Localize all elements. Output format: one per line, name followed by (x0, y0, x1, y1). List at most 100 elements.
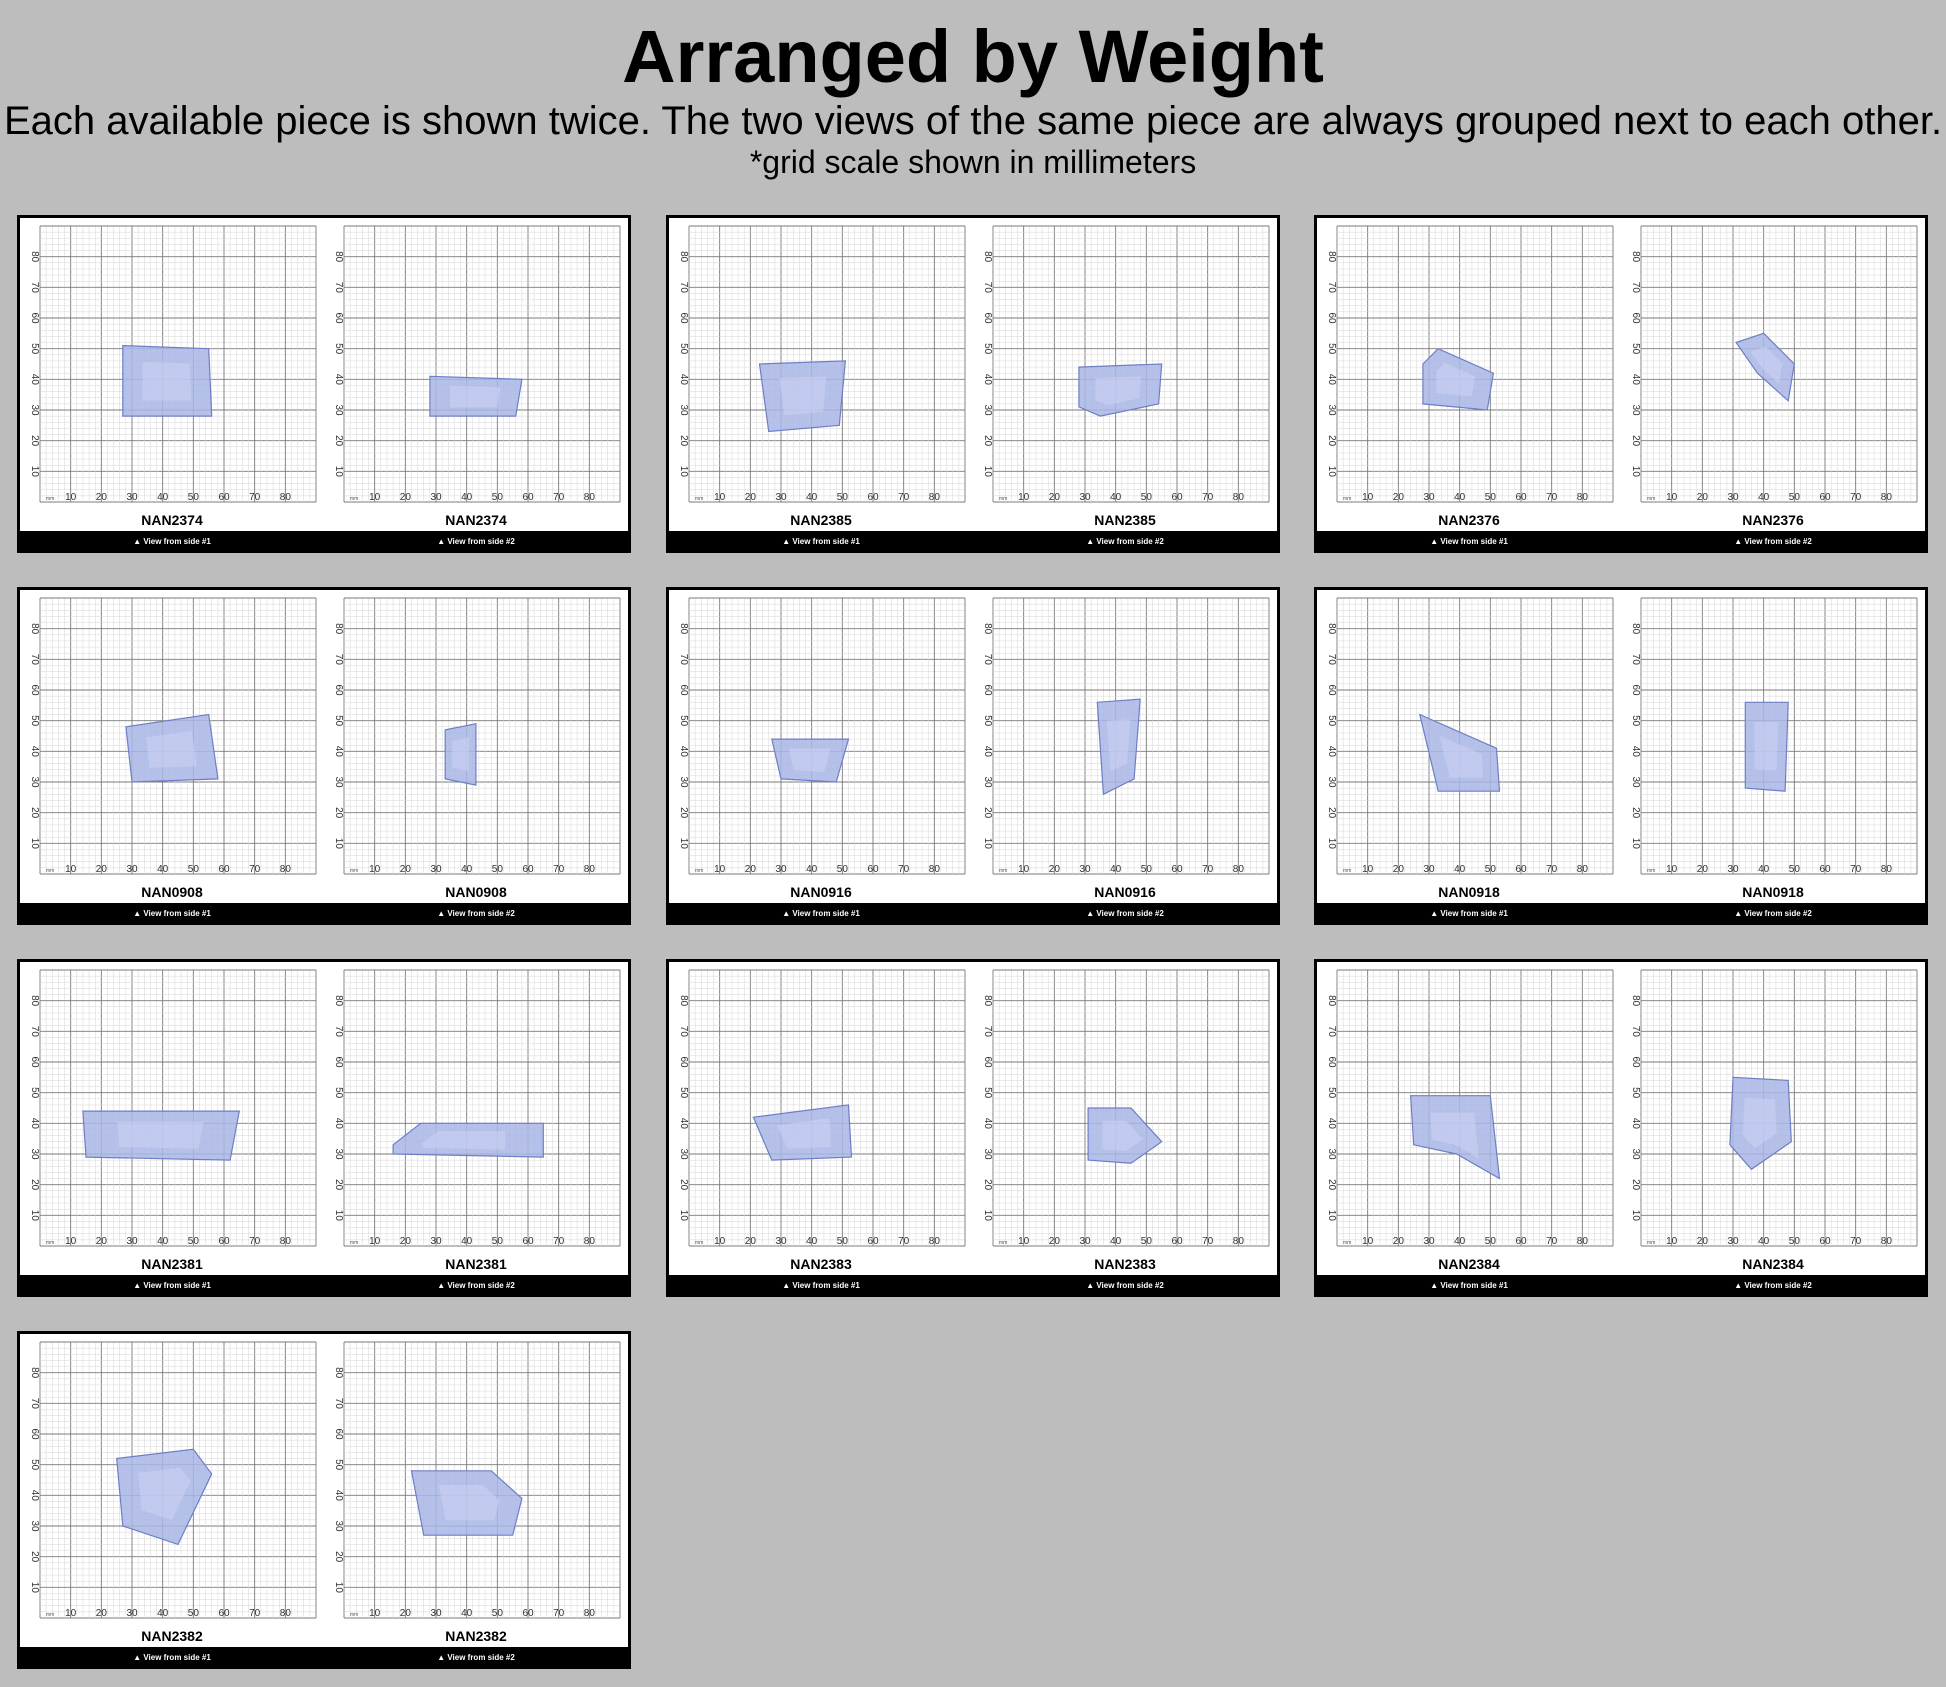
x-tick-label: 50 (1789, 1236, 1801, 1247)
y-tick-label: 60 (1326, 312, 1337, 324)
x-tick-label: 50 (492, 864, 504, 875)
x-tick-label: 30 (430, 1236, 442, 1247)
piece-code: NAN2382 (445, 1628, 507, 1644)
view-side-1-card[interactable]: 10 20 30 40 50 60 70 80 mm 80 70 60 50 40 30 20 10 NAN090… (20, 590, 324, 903)
y-tick-label: 80 (1326, 623, 1337, 635)
unit-label: mm (46, 1612, 54, 1618)
view-side-2-card[interactable]: 10 20 30 40 50 60 70 80 mm 80 70 60 50 40 30 20 10 NAN238… (324, 1334, 628, 1647)
y-tick-label: 30 (982, 776, 993, 788)
y-tick-label: 20 (1630, 435, 1641, 447)
view-side-2-card[interactable]: 10 20 30 40 50 60 70 80 mm 80 70 60 50 40 30 20 10 NAN238… (973, 962, 1277, 1275)
view-side-2-card[interactable]: 10 20 30 40 50 60 70 80 mm 80 70 60 50 40 30 20 10 NAN237… (1621, 218, 1925, 531)
view-side-1-card[interactable]: 10 20 30 40 50 60 70 80 mm 80 70 60 50 40 30 20 10 NAN237… (1317, 218, 1621, 531)
x-tick-label: 20 (1697, 1236, 1709, 1247)
x-tick-label: 50 (837, 864, 849, 875)
gemstone-facet (1439, 735, 1484, 778)
y-tick-label: 20 (1630, 807, 1641, 819)
y-tick-label: 30 (1326, 776, 1337, 788)
y-tick-label: 30 (1326, 1148, 1337, 1160)
y-tick-label: 50 (982, 715, 993, 727)
caption-side-1: ▲ View from side #1 (782, 1281, 860, 1290)
piece-code: NAN2381 (445, 1256, 507, 1272)
view-side-1-card[interactable]: 10 20 30 40 50 60 70 80 mm 80 70 60 50 40 30 20 10 NAN091… (1317, 590, 1621, 903)
gemstone-facet (138, 1467, 191, 1521)
x-tick-label: 20 (745, 492, 757, 503)
x-tick-label: 10 (714, 864, 726, 875)
x-tick-label: 50 (1141, 492, 1153, 503)
piece-code: NAN0908 (141, 884, 203, 900)
y-tick-label: 60 (678, 312, 689, 324)
y-tick-label: 10 (333, 1210, 344, 1222)
y-tick-label: 50 (678, 343, 689, 355)
x-tick-label: 30 (1079, 864, 1091, 875)
view-side-2-card[interactable]: 10 20 30 40 50 60 70 80 mm 80 70 60 50 40 30 20 10 NAN090… (324, 590, 628, 903)
y-tick-label: 10 (678, 466, 689, 478)
view-side-1-card[interactable]: 10 20 30 40 50 60 70 80 mm 80 70 60 50 40 30 20 10 NAN237… (20, 218, 324, 531)
mm-grid: 10 20 30 40 50 60 70 80 mm 80 70 60 50 40 30 20 10 (333, 597, 621, 875)
y-tick-label: 60 (29, 1056, 40, 1068)
view-side-2-card[interactable]: 10 20 30 40 50 60 70 80 mm 80 70 60 50 40 30 20 10 NAN237… (324, 218, 628, 531)
mm-grid: 10 20 30 40 50 60 70 80 mm 80 70 60 50 40 30 20 10 (29, 1341, 317, 1619)
y-tick-label: 50 (333, 1459, 344, 1471)
x-tick-label: 20 (1049, 1236, 1061, 1247)
view-side-1-card[interactable]: 10 20 30 40 50 60 70 80 mm 80 70 60 50 40 30 20 10 NAN238… (20, 1334, 324, 1647)
x-tick-label: 50 (1485, 864, 1497, 875)
x-tick-label: 80 (1577, 492, 1589, 503)
x-tick-label: 20 (400, 1236, 412, 1247)
piece-code: NAN2384 (1438, 1256, 1500, 1272)
view-side-2-card[interactable]: 10 20 30 40 50 60 70 80 mm 80 70 60 50 40 30 20 10 NAN238… (973, 218, 1277, 531)
x-tick-label: 60 (522, 1608, 534, 1619)
y-tick-label: 10 (1326, 466, 1337, 478)
y-tick-label: 50 (29, 343, 40, 355)
unit-label: mm (1343, 868, 1351, 874)
view-side-1-card[interactable]: 10 20 30 40 50 60 70 80 mm 80 70 60 50 40 30 20 10 NAN238… (669, 218, 973, 531)
view-side-2-card[interactable]: 10 20 30 40 50 60 70 80 mm 80 70 60 50 40 30 20 10 NAN238… (1621, 962, 1925, 1275)
x-tick-label: 40 (1110, 864, 1122, 875)
x-tick-label: 30 (126, 1608, 138, 1619)
x-tick-label: 40 (806, 492, 818, 503)
view-side-2-card[interactable]: 10 20 30 40 50 60 70 80 mm 80 70 60 50 40 30 20 10 NAN238… (324, 962, 628, 1275)
view-side-1-card[interactable]: 10 20 30 40 50 60 70 80 mm 80 70 60 50 40 30 20 10 NAN091… (669, 590, 973, 903)
x-tick-label: 60 (218, 1236, 230, 1247)
x-tick-label: 60 (522, 1236, 534, 1247)
x-tick-label: 80 (1881, 1236, 1893, 1247)
x-tick-label: 60 (522, 864, 534, 875)
view-side-1-card[interactable]: 10 20 30 40 50 60 70 80 mm 80 70 60 50 40 30 20 10 NAN238… (1317, 962, 1621, 1275)
gemstone-facet (777, 1118, 832, 1149)
piece-panel-pair: 10 20 30 40 50 60 70 80 mm 80 70 60 50 40 30 20 10 NAN238… (17, 959, 631, 1297)
y-tick-label: 10 (1630, 838, 1641, 850)
gemstone-facet (438, 1484, 500, 1521)
y-tick-label: 80 (29, 623, 40, 635)
x-tick-label: 70 (1546, 492, 1558, 503)
x-tick-label: 40 (1454, 492, 1466, 503)
x-tick-label: 70 (1202, 864, 1214, 875)
y-tick-label: 50 (1326, 1087, 1337, 1099)
y-tick-label: 10 (29, 1582, 40, 1594)
x-tick-label: 40 (157, 1608, 169, 1619)
scale-note: *grid scale shown in millimeters (749, 144, 1197, 180)
x-tick-label: 30 (1079, 1236, 1091, 1247)
x-tick-label: 20 (96, 1236, 108, 1247)
x-tick-label: 40 (1758, 1236, 1770, 1247)
y-tick-label: 50 (678, 715, 689, 727)
y-tick-label: 70 (1630, 282, 1641, 294)
view-side-1-card[interactable]: 10 20 30 40 50 60 70 80 mm 80 70 60 50 40 30 20 10 NAN238… (20, 962, 324, 1275)
x-tick-label: 70 (1850, 492, 1862, 503)
x-tick-label: 50 (1141, 1236, 1153, 1247)
x-tick-label: 20 (400, 1608, 412, 1619)
x-tick-label: 40 (806, 1236, 818, 1247)
y-tick-label: 30 (1630, 404, 1641, 416)
x-tick-label: 10 (1018, 864, 1030, 875)
y-tick-label: 30 (333, 1148, 344, 1160)
view-side-1-card[interactable]: 10 20 30 40 50 60 70 80 mm 80 70 60 50 40 30 20 10 NAN238… (669, 962, 973, 1275)
y-tick-label: 70 (29, 654, 40, 666)
x-tick-label: 80 (280, 1608, 292, 1619)
x-tick-label: 70 (898, 864, 910, 875)
x-tick-label: 30 (430, 492, 442, 503)
gemstone-facet (452, 737, 469, 772)
gemstone-facet (779, 376, 827, 416)
x-tick-label: 30 (430, 864, 442, 875)
y-tick-label: 60 (982, 684, 993, 696)
view-side-2-card[interactable]: 10 20 30 40 50 60 70 80 mm 80 70 60 50 40 30 20 10 NAN091… (1621, 590, 1925, 903)
view-side-2-card[interactable]: 10 20 30 40 50 60 70 80 mm 80 70 60 50 40 30 20 10 NAN091… (973, 590, 1277, 903)
